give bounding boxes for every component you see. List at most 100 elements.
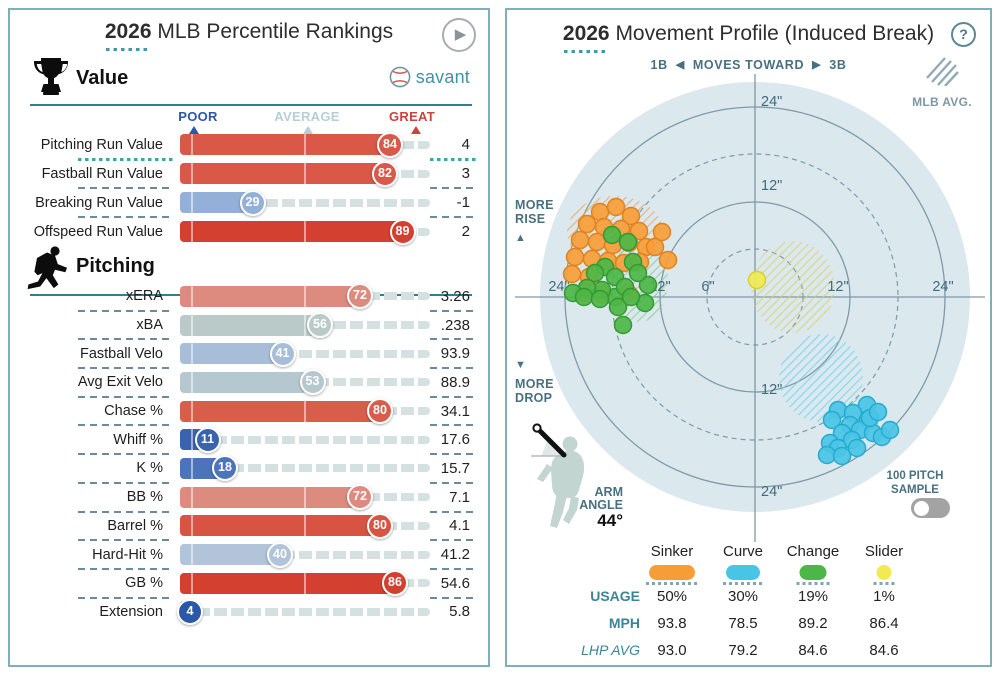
slider-pitch-dot[interactable]: [747, 270, 767, 290]
percentile-bar[interactable]: 84: [180, 131, 430, 158]
stat-label: Extension: [99, 603, 163, 620]
row-separator: [78, 309, 174, 312]
row-separator: [78, 510, 174, 513]
percentile-bubble[interactable]: 89: [389, 218, 416, 245]
percentile-bar[interactable]: 40: [180, 541, 430, 568]
sinker-pitch-dot[interactable]: [577, 214, 597, 234]
sinker-pitch-dot[interactable]: [621, 206, 641, 226]
percentile-bar[interactable]: 86: [180, 570, 430, 597]
percentile-row: Avg Exit Velo 53 88.9: [10, 368, 488, 398]
stat-value: 54.6: [440, 574, 470, 592]
percentile-bubble[interactable]: 56: [307, 312, 333, 339]
mlb-avg-label: MLB AVG.: [912, 95, 972, 109]
percentile-bar[interactable]: 53: [180, 369, 430, 396]
more-drop-line2: DROP: [515, 391, 553, 405]
percentile-bubble[interactable]: 80: [367, 512, 393, 539]
curve-pitch-dot[interactable]: [868, 402, 888, 422]
legend-row-label-mph: MPH: [608, 615, 640, 631]
bar-fill: [180, 314, 320, 336]
percentile-bubble[interactable]: 4: [177, 598, 203, 625]
percentile-bar[interactable]: 29: [180, 189, 430, 216]
legend-lhp-avg-value: 84.6: [869, 642, 899, 659]
curve-pitch-dot[interactable]: [832, 446, 852, 466]
legend-mph-value: 86.4: [869, 615, 899, 632]
value-section-rule: [30, 103, 472, 106]
row-separator: [430, 510, 478, 513]
bar-fill: [180, 544, 280, 566]
sinker-pitch-dot[interactable]: [565, 247, 585, 267]
stat-value: 15.7: [440, 459, 470, 477]
change-pitch-dot[interactable]: [590, 289, 610, 309]
percentile-bar[interactable]: 80: [180, 398, 430, 425]
percentile-bubble[interactable]: 86: [382, 570, 408, 597]
percentile-row: Pitching Run Value 84 4: [10, 130, 488, 161]
percentile-bubble[interactable]: 11: [194, 426, 221, 453]
curve-pitch-dot[interactable]: [822, 410, 842, 430]
savant-logo[interactable]: savant: [389, 66, 470, 88]
percentile-bubble[interactable]: 18: [212, 455, 238, 482]
row-separator: [430, 395, 478, 398]
bar-fill: [180, 134, 390, 155]
bar-fill: [180, 285, 360, 307]
percentile-bubble[interactable]: 80: [367, 398, 393, 425]
more-rise-label: MORE RISE ▲: [515, 198, 575, 245]
percentile-bar[interactable]: 72: [180, 283, 430, 310]
percentile-bar[interactable]: 18: [180, 455, 430, 482]
bar-fill: [180, 163, 385, 184]
percentile-bubble[interactable]: 72: [347, 283, 373, 310]
percentile-bubble[interactable]: 40: [267, 541, 293, 568]
sinker-pitch-dot[interactable]: [658, 250, 678, 270]
percentile-bar[interactable]: 56: [180, 312, 430, 339]
change-pitch-dot[interactable]: [608, 297, 628, 317]
sinker-pitch-dot[interactable]: [645, 237, 665, 257]
change-pitch-dot[interactable]: [585, 263, 605, 283]
percentile-bar[interactable]: 82: [180, 160, 430, 187]
average-marker-icon: [303, 126, 313, 134]
percentile-bar[interactable]: 80: [180, 512, 430, 539]
stat-label: Pitching Run Value: [40, 136, 163, 153]
sinker-pitch-dot[interactable]: [562, 264, 582, 284]
row-separator: [78, 187, 174, 189]
sinker-pitch-dot[interactable]: [652, 222, 672, 242]
change-pitch-dot[interactable]: [602, 225, 622, 245]
percentile-row: xBA 56 .238: [10, 311, 488, 341]
percentile-rankings-panel: 2026 MLB Percentile Rankings ▶ Value sav…: [8, 8, 490, 667]
percentile-bubble[interactable]: 84: [377, 131, 403, 158]
percentile-bubble[interactable]: 82: [372, 160, 398, 187]
poor-marker-icon: [189, 126, 199, 134]
percentile-bar[interactable]: 41: [180, 340, 430, 367]
percentile-bar[interactable]: 72: [180, 484, 430, 511]
percentile-bar[interactable]: 4: [177, 598, 430, 625]
percentile-bubble[interactable]: 72: [347, 484, 373, 511]
change-pitch-dot[interactable]: [638, 275, 658, 295]
ring-label: 24": [761, 484, 782, 500]
pitch-sample-line2: SAMPLE: [891, 484, 939, 496]
bar-track: [180, 349, 430, 358]
play-animation-button[interactable]: ▶: [442, 18, 476, 52]
right-triangle-icon: ▶: [812, 59, 822, 71]
percentile-scale-header: POOR AVERAGE GREAT: [178, 109, 435, 141]
stat-value: 17.6: [440, 431, 470, 449]
percentile-bar[interactable]: 89: [180, 218, 430, 245]
row-separator: [78, 338, 174, 341]
curve-pitch-dot[interactable]: [847, 438, 867, 458]
direction-axis-label: 1B ◀ MOVES TOWARD ▶ 3B: [507, 58, 990, 72]
percentile-bar[interactable]: 11: [180, 426, 430, 453]
change-pitch-dot[interactable]: [628, 263, 648, 283]
change-pitch-dot[interactable]: [618, 232, 638, 252]
change-pitch-dot[interactable]: [613, 315, 633, 335]
percentile-bubble[interactable]: 29: [239, 189, 266, 216]
help-button[interactable]: ?: [951, 22, 976, 47]
up-triangle-icon: ▲: [515, 232, 527, 244]
pitch-sample-toggle[interactable]: [911, 498, 950, 518]
title-rest: Movement Profile (Induced Break): [609, 22, 935, 45]
sinker-pitch-dot[interactable]: [629, 221, 649, 241]
sinker-pitch-dot[interactable]: [606, 197, 626, 217]
change-pitch-dot[interactable]: [574, 287, 594, 307]
change-pitch-dot[interactable]: [621, 287, 641, 307]
percentile-bubble[interactable]: 53: [299, 369, 326, 396]
moves-toward-label: MOVES TOWARD: [692, 58, 805, 72]
percentile-bubble[interactable]: 41: [269, 340, 296, 367]
sinker-pitch-dot[interactable]: [590, 202, 610, 222]
curve-pitch-dot[interactable]: [880, 420, 900, 440]
